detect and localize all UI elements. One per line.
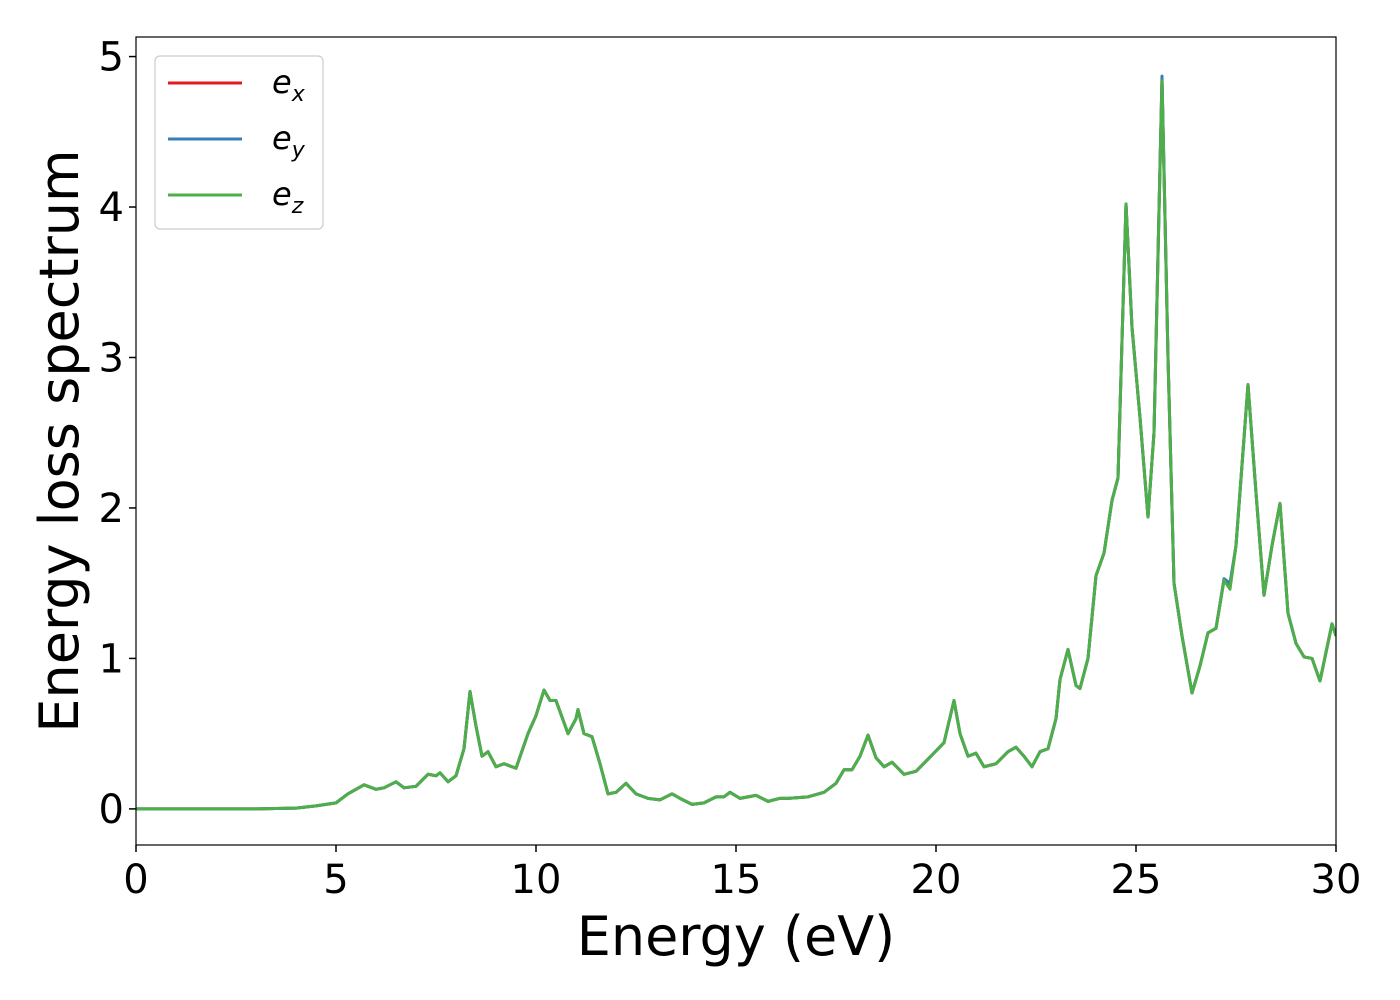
plot-frame	[135, 36, 1337, 846]
x-tick-label: 0	[123, 857, 148, 903]
y-tick-label: 1	[99, 636, 124, 682]
y-tick-label: 0	[99, 787, 124, 833]
x-tick-label: 15	[711, 857, 762, 903]
y-tick-label: 5	[99, 35, 124, 81]
legend-box	[154, 55, 324, 230]
y-axis-label: Energy loss spectrum	[28, 149, 91, 732]
legend: ex ey ez	[154, 55, 324, 230]
line	[136, 79, 1336, 811]
y-tick-label: 4	[99, 185, 124, 231]
x-tick-label: 10	[511, 857, 562, 903]
x-tick-label: 20	[911, 857, 962, 903]
y-tick-label: 2	[99, 486, 124, 532]
x-tick-label: 30	[1311, 857, 1362, 903]
x-axis-label: Energy (eV)	[577, 905, 896, 968]
x-tick-label: 25	[1111, 857, 1162, 903]
y-tick-label: 3	[99, 335, 124, 381]
legend-label: ey	[272, 119, 306, 163]
legend-label: ex	[272, 63, 306, 107]
legend-label: ez	[272, 175, 304, 219]
x-tick-label: 5	[323, 857, 348, 903]
